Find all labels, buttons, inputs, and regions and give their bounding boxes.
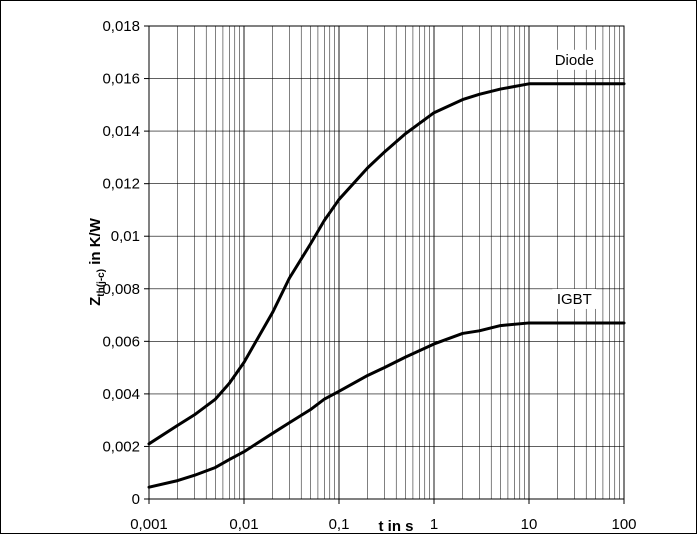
y-axis-title: Zth(j-c) in K/W: [87, 217, 107, 306]
series-label-igbt: IGBT: [557, 291, 592, 308]
x-tick-label: 0,001: [130, 516, 168, 533]
x-axis-title: t in s: [378, 518, 413, 534]
plot-frame: [148, 25, 625, 500]
series-lines: [147, 82, 626, 489]
y-tick-label: 0,008: [102, 281, 140, 298]
y-tick-label: 0,012: [102, 176, 140, 193]
x-tick-label: 0,01: [229, 516, 258, 533]
y-tick-label: 0,016: [102, 71, 140, 88]
x-tick-label: 100: [611, 516, 636, 533]
x-tick-label: 10: [521, 516, 538, 533]
y-tick-label: 0,018: [102, 18, 140, 35]
series-label-diode: Diode: [555, 52, 594, 69]
y-tick-label: 0,004: [102, 386, 140, 403]
series-label-bg: [552, 288, 597, 309]
axis-ticks: 0 0,002 0,004 0,006 0,008 0,01 0,012 0,014 0,016…: [102, 18, 636, 533]
y-tick-label: 0: [132, 491, 140, 508]
series-labels: Diode IGBT: [547, 49, 601, 309]
series-label-bg: [547, 49, 601, 70]
y-tick-label: 0,014: [102, 123, 140, 140]
series-line-diode: [147, 82, 626, 446]
x-tick-label: 1: [430, 516, 438, 533]
y-tick-label: 0,006: [102, 333, 140, 350]
x-tick-label: 0,1: [329, 516, 350, 533]
series-line-igbt: [147, 321, 626, 489]
y-tick-label: 0,01: [111, 228, 140, 245]
y-tick-label: 0,002: [102, 438, 140, 455]
